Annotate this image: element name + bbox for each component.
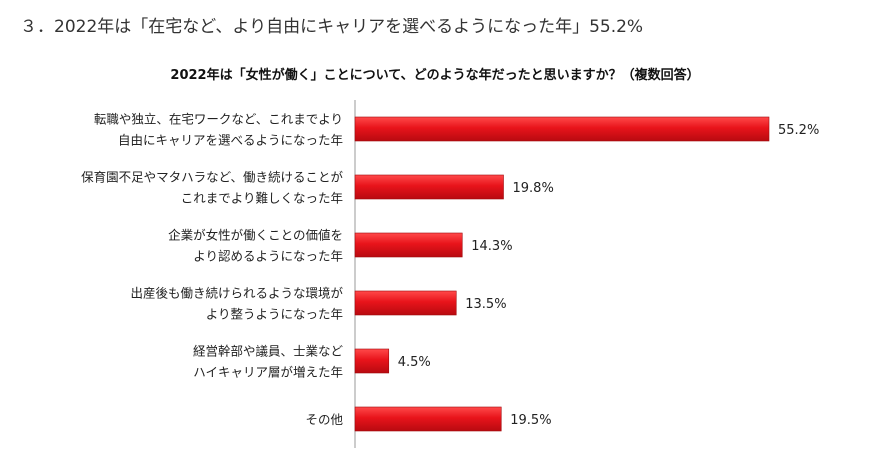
page-heading: ３．2022年は「在宅など、より自由にキャリアを選べるようになった年」55.2% [20,17,644,37]
category-label: 転職や独立、在宅ワークなど、これまでより [94,112,343,127]
category-label: これまでより難しくなった年 [181,191,343,206]
category-label: より認めるようになった年 [193,249,343,264]
category-label: 保育園不足やマタハラなど、働き続けることが [81,170,343,185]
value-label: 55.2% [778,123,819,138]
category-label: ハイキャリア層が増えた年 [193,365,343,380]
bar [354,348,390,374]
category-label: その他 [305,412,343,427]
value-label: 14.3% [471,239,512,254]
value-label: 19.5% [510,413,551,428]
bar [354,232,463,258]
category-label: 自由にキャリアを選べるようになった年 [118,133,343,148]
category-label: より整うようになった年 [206,307,343,322]
category-label: 出産後も働き続けられるような環境が [130,286,343,301]
value-label: 4.5% [398,355,431,370]
value-label: 19.8% [513,181,554,196]
bar [354,116,770,142]
bar [354,174,504,200]
category-label: 経営幹部や議員、士業など [193,344,344,359]
category-label: 企業が女性が働くことの価値を [168,228,343,243]
chart-title: 2022年は「女性が働く」ことについて、どのような年だったと思いますか？（複数回… [170,68,700,83]
bar [354,290,457,316]
value-label: 13.5% [465,297,506,312]
bar [354,406,502,432]
